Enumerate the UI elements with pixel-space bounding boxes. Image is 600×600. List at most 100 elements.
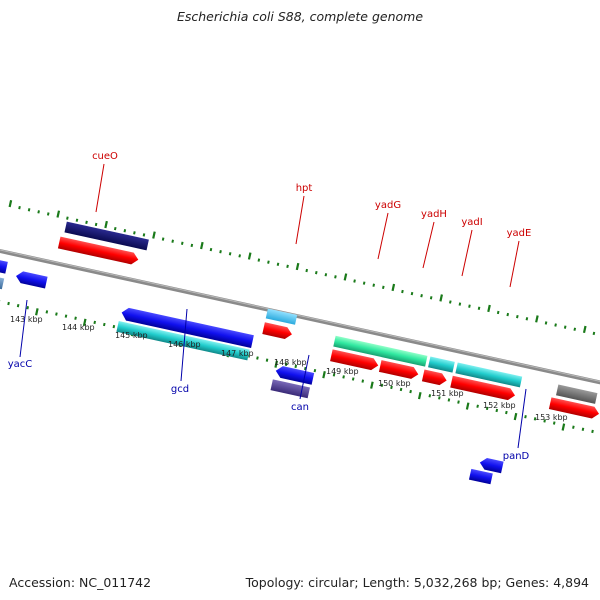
gene-can-block[interactable]: [270, 379, 310, 399]
inner-tick: [313, 368, 317, 373]
kbp-label: 151 kbp: [431, 389, 464, 398]
inner-tick: [74, 316, 77, 320]
inner-tick: [45, 310, 49, 314]
outer-tick: [75, 218, 79, 222]
gene-yacC-arrow[interactable]: [15, 270, 48, 289]
genome-backbone-highlight: [0, 245, 600, 388]
gene-hpt-arrow[interactable]: [262, 322, 293, 340]
outer-tick: [420, 294, 423, 298]
gene-can-arrow[interactable]: [274, 365, 315, 385]
inner-tick: [465, 402, 470, 410]
gene-hpt-block[interactable]: [265, 308, 298, 325]
outer-tick: [582, 325, 587, 334]
outer-tick: [372, 283, 376, 287]
inner-tick: [64, 314, 68, 318]
outer-tick: [324, 273, 328, 277]
inner-tick: [294, 364, 298, 369]
outer-tick: [314, 270, 318, 275]
inner-tick: [543, 419, 546, 423]
inner-tick: [552, 421, 556, 425]
kbp-label: 144 kbp: [62, 323, 95, 332]
gene-label-yadG[interactable]: yadG: [375, 200, 401, 211]
outer-tick: [516, 314, 519, 319]
outer-tick: [104, 220, 108, 229]
outer-tick: [353, 279, 356, 283]
outer-tick: [94, 222, 98, 227]
kbp-label: 145 kbp: [115, 331, 148, 340]
gene-yadE-block[interactable]: [455, 362, 523, 388]
outer-tick: [305, 268, 309, 273]
outer-tick: [429, 296, 433, 300]
kbp-label: 148 kbp: [274, 358, 307, 367]
inner-tick: [457, 400, 460, 404]
outer-tick: [219, 250, 222, 254]
inner-tick: [55, 312, 58, 316]
gene-yadH-arrow[interactable]: [378, 360, 420, 380]
inner-tick: [284, 362, 288, 367]
outer-tick: [563, 325, 567, 329]
inner-tick: [581, 427, 585, 431]
gene-yadI-arrow[interactable]: [421, 369, 448, 387]
inner-tick: [265, 358, 269, 362]
gene-panD-arrow[interactable]: [479, 457, 504, 474]
inner-tick: [35, 308, 39, 316]
inner-tick: [26, 306, 30, 310]
kbp-label: 149 kbp: [326, 367, 359, 376]
outer-tick: [142, 233, 146, 237]
gene-yadH-block[interactable]: [428, 356, 455, 373]
gene-label-yadI[interactable]: yadI: [461, 217, 482, 228]
gene-label-group: cueO hpt yadG yadH yadI yadE yacC gcd can panD: [8, 151, 532, 462]
outer-tick: [382, 285, 385, 290]
gene-label-gcd[interactable]: gcd: [171, 384, 189, 395]
inner-tick: [16, 303, 20, 308]
inner-tick: [93, 320, 97, 325]
gene-label-yadH[interactable]: yadH: [421, 209, 447, 220]
gene-yadE-arrow[interactable]: [450, 375, 516, 402]
outer-tick: [343, 273, 348, 281]
outer-tick: [180, 241, 184, 245]
gene-panD-block[interactable]: [468, 468, 493, 485]
outer-tick: [477, 306, 481, 310]
outer-tick: [286, 264, 289, 269]
outer-tick: [535, 315, 539, 323]
inner-tick: [428, 394, 432, 398]
outer-tick: [458, 302, 462, 306]
gene-label-panD-leader: [517, 388, 527, 449]
gene-steel-block[interactable]: [0, 274, 5, 290]
gene-label-hpt[interactable]: hpt: [296, 183, 313, 194]
outer-tick: [496, 310, 500, 315]
gene-grey-block[interactable]: [556, 384, 598, 404]
gene-gcd-block[interactable]: [116, 321, 250, 361]
gene-cueO-arrow[interactable]: [57, 236, 140, 266]
outer-tick: [66, 216, 69, 220]
inner-tick: [304, 366, 307, 371]
gene-label-yadE-leader: [509, 240, 520, 288]
gene-label-yacC[interactable]: yacC: [8, 359, 33, 370]
outer-tick: [113, 226, 117, 231]
outer-tick: [391, 283, 396, 292]
outer-tick: [46, 212, 50, 216]
inner-tick: [361, 379, 365, 383]
gene-gcd-arrow[interactable]: [120, 307, 254, 348]
inner-tick: [332, 373, 336, 377]
outer-tick: [27, 208, 31, 212]
gene-label-yadG-leader: [377, 212, 389, 260]
gene-label-cueO-leader: [95, 163, 105, 213]
gene-label-panD[interactable]: panD: [503, 451, 530, 462]
gene-yadG-arrow[interactable]: [330, 349, 379, 371]
outer-tick: [123, 229, 127, 233]
gene-label-hpt-leader: [295, 195, 305, 245]
gene-label-cueO[interactable]: cueO: [92, 151, 118, 162]
outer-tick: [161, 237, 165, 241]
gene-yadG-block[interactable]: [333, 335, 428, 367]
outer-tick: [257, 258, 261, 262]
gene-label-yadE[interactable]: yadE: [507, 228, 532, 239]
gene-label-gcd-leader: [180, 308, 188, 382]
outer-tick: [56, 210, 61, 218]
gene-cueO-block[interactable]: [64, 221, 149, 251]
outer-tick: [200, 241, 204, 250]
gene-left-arrow-a[interactable]: [0, 257, 8, 274]
gene-label-can[interactable]: can: [291, 402, 309, 413]
gene-red-right-arrow[interactable]: [548, 397, 600, 419]
outer-tick: [276, 262, 280, 266]
